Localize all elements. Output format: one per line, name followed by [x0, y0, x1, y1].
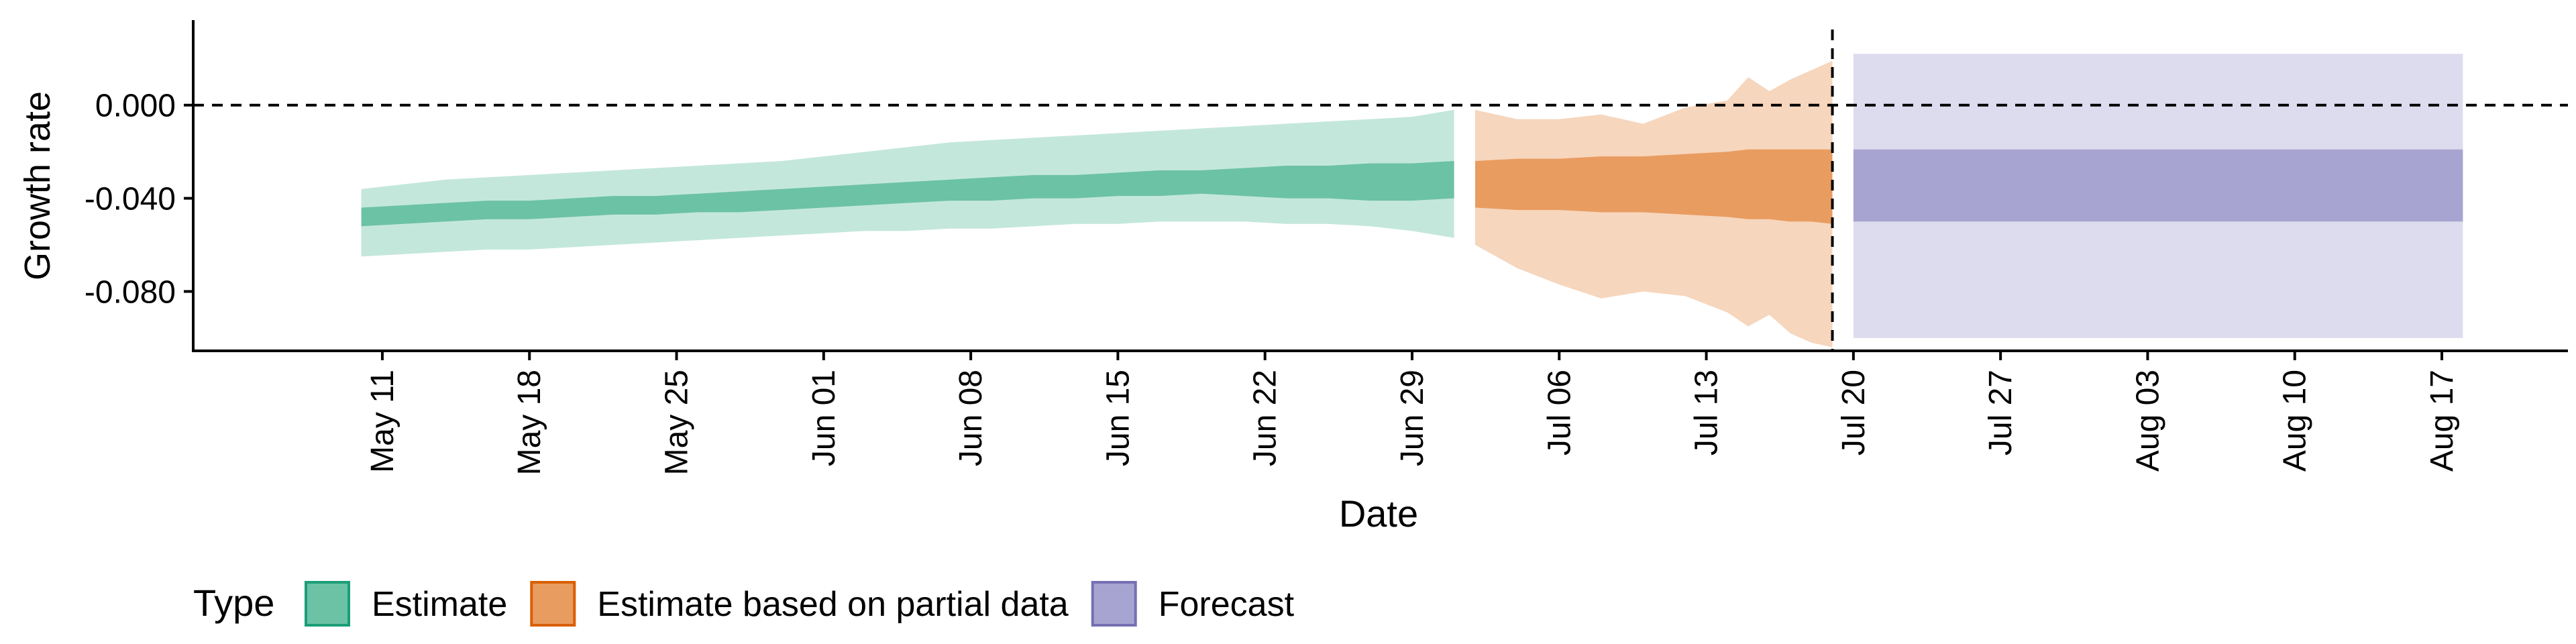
x-tick-label: Aug 03 [2131, 370, 2166, 472]
legend-swatch [1091, 581, 1137, 627]
y-ticks: 0.000 -0.040 -0.080 [85, 89, 193, 310]
legend-entry-label: Forecast [1159, 585, 1295, 624]
y-tick-label: 0.000 [95, 89, 176, 124]
x-tick-label: Aug 17 [2424, 370, 2460, 472]
legend-swatch [305, 581, 350, 627]
ribbon-bands [361, 54, 2463, 347]
x-tick-label: Jul 27 [1983, 370, 2019, 455]
axes [192, 20, 2568, 352]
x-tick-label: Jun 08 [953, 370, 989, 466]
legend-title: Type [193, 582, 274, 624]
x-tick-label: Jun 22 [1248, 370, 1283, 466]
x-tick-label: Jun 01 [806, 370, 842, 466]
x-tick-label: May 11 [365, 370, 400, 473]
x-tick-label: May 25 [659, 370, 695, 475]
x-tick-label: Jun 29 [1395, 370, 1430, 466]
reference-lines [193, 30, 2568, 351]
legend-swatch [530, 581, 576, 627]
y-tick-label: -0.040 [85, 182, 176, 217]
x-tick-label: Jul 13 [1689, 370, 1725, 455]
x-ticks: May 11 May 18 May 25 Jun 01 Jun 08 Jun 15 Jun … [365, 351, 2460, 475]
x-axis-label: Date [1339, 492, 1418, 535]
estimate-inner-band [361, 161, 1454, 227]
x-tick-label: Jul 06 [1542, 370, 1577, 455]
legend: Type Estimate Estimate based on partial d… [193, 581, 1295, 627]
x-tick-label: Aug 10 [2277, 370, 2313, 472]
y-axis-label: Growth rate [17, 91, 58, 280]
forecast-inner-band [1853, 149, 2463, 222]
x-tick-label: Jun 15 [1100, 370, 1136, 466]
x-tick-label: May 18 [512, 370, 547, 475]
legend-entry-label: Estimate [372, 585, 507, 624]
estimate-based-on-partial-data-inner-band [1475, 149, 1833, 224]
x-tick-label: Jul 20 [1836, 370, 1872, 455]
legend-entry-label: Estimate based on partial data [597, 585, 1069, 624]
y-tick-label: -0.080 [85, 274, 176, 310]
